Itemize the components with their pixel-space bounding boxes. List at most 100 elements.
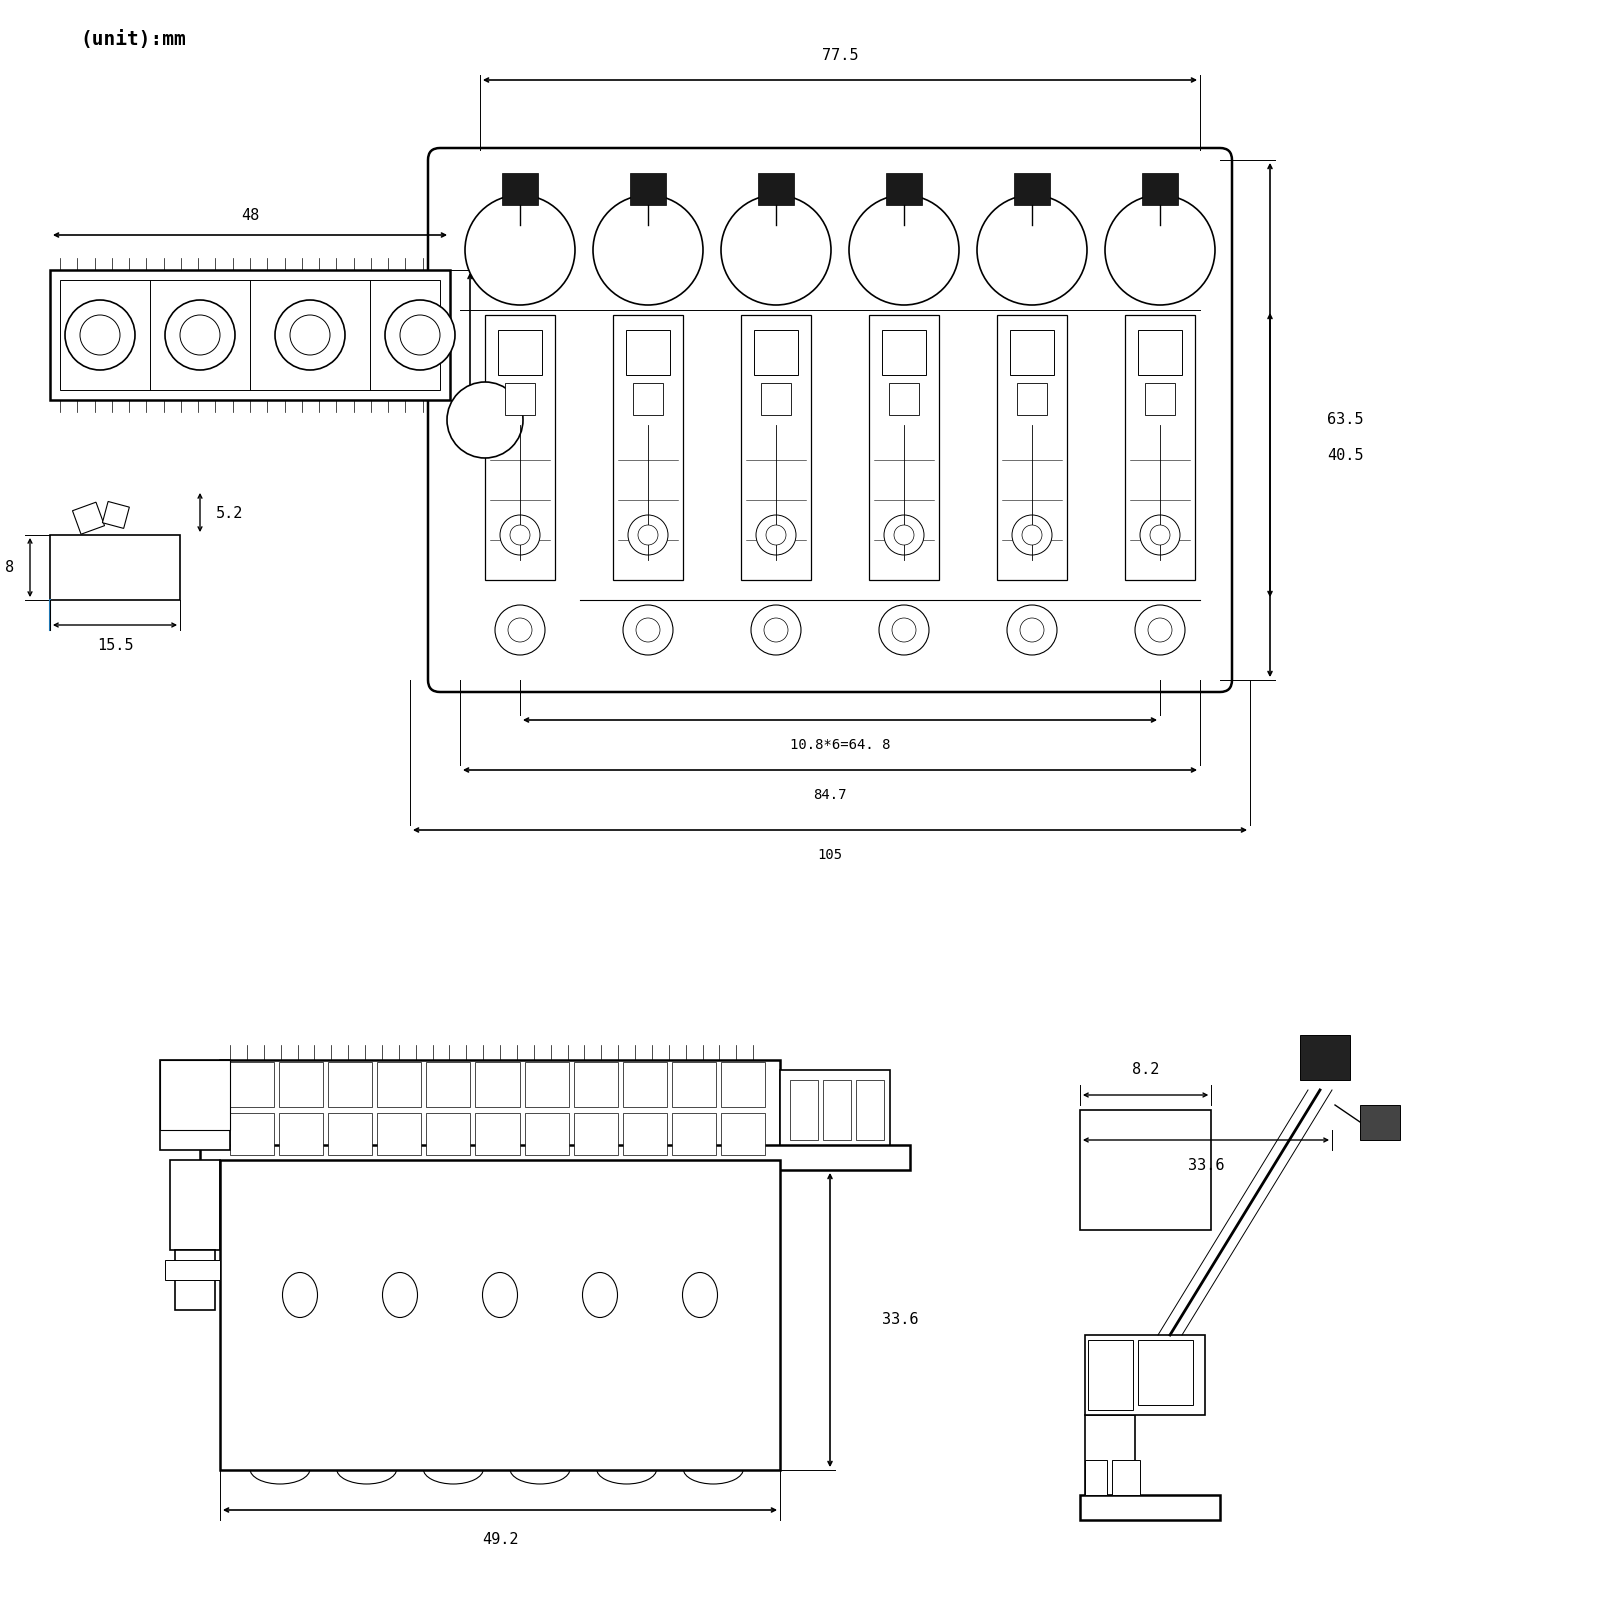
- Bar: [630, 173, 666, 205]
- Text: 77.5: 77.5: [822, 48, 858, 62]
- Circle shape: [1021, 618, 1043, 642]
- Circle shape: [878, 605, 930, 654]
- Bar: [426, 1114, 470, 1155]
- Bar: [754, 330, 798, 374]
- Bar: [426, 1062, 470, 1107]
- Circle shape: [883, 515, 925, 555]
- Circle shape: [722, 195, 830, 306]
- Circle shape: [1006, 605, 1058, 654]
- Bar: [672, 1114, 715, 1155]
- Text: M9: M9: [189, 1090, 202, 1101]
- Bar: [378, 1114, 421, 1155]
- Text: 5.2: 5.2: [216, 506, 243, 520]
- Bar: [869, 315, 939, 579]
- Circle shape: [1150, 525, 1170, 546]
- Text: (unit):mm: (unit):mm: [80, 30, 186, 50]
- Bar: [622, 1062, 667, 1107]
- Bar: [890, 382, 918, 414]
- Circle shape: [446, 382, 523, 458]
- Bar: [1010, 330, 1054, 374]
- Bar: [1125, 315, 1195, 579]
- Bar: [722, 1062, 765, 1107]
- Circle shape: [594, 195, 702, 306]
- Bar: [822, 1080, 851, 1139]
- Bar: [672, 1062, 715, 1107]
- Text: 8: 8: [5, 560, 14, 574]
- Text: 15.5: 15.5: [502, 328, 538, 342]
- Bar: [1138, 1341, 1194, 1405]
- Bar: [997, 315, 1067, 579]
- Circle shape: [627, 515, 669, 555]
- Bar: [221, 1059, 781, 1160]
- Circle shape: [466, 195, 574, 306]
- Circle shape: [750, 605, 802, 654]
- Text: 15.5: 15.5: [96, 637, 133, 653]
- Circle shape: [757, 515, 797, 555]
- Circle shape: [275, 301, 346, 370]
- Circle shape: [1139, 515, 1181, 555]
- Bar: [525, 1062, 568, 1107]
- Bar: [613, 315, 683, 579]
- Text: 8.2: 8.2: [1131, 1062, 1160, 1077]
- Circle shape: [765, 618, 787, 642]
- Circle shape: [622, 605, 674, 654]
- Bar: [741, 315, 811, 579]
- Circle shape: [766, 525, 786, 546]
- Circle shape: [638, 525, 658, 546]
- Bar: [165, 1261, 221, 1280]
- Ellipse shape: [483, 1272, 517, 1317]
- Bar: [1146, 382, 1174, 414]
- Bar: [634, 382, 662, 414]
- Bar: [170, 1160, 221, 1250]
- Circle shape: [1106, 195, 1214, 306]
- Text: 33.6: 33.6: [1187, 1157, 1224, 1173]
- Bar: [1085, 1334, 1205, 1414]
- Bar: [278, 1062, 323, 1107]
- Bar: [160, 1059, 230, 1150]
- Bar: [790, 1080, 818, 1139]
- Text: 10.8*6=64. 8: 10.8*6=64. 8: [790, 738, 890, 752]
- Text: 63.5: 63.5: [1326, 413, 1363, 427]
- Bar: [1112, 1459, 1139, 1494]
- Ellipse shape: [683, 1272, 717, 1317]
- Bar: [1299, 1035, 1350, 1080]
- Circle shape: [386, 301, 454, 370]
- Circle shape: [510, 525, 530, 546]
- Bar: [50, 270, 450, 400]
- Circle shape: [499, 515, 541, 555]
- Circle shape: [290, 315, 330, 355]
- Bar: [50, 534, 179, 600]
- Bar: [502, 173, 538, 205]
- Bar: [102, 501, 130, 528]
- Bar: [882, 330, 926, 374]
- Bar: [328, 1062, 373, 1107]
- Bar: [856, 1080, 883, 1139]
- Bar: [1138, 330, 1182, 374]
- Bar: [722, 1114, 765, 1155]
- Bar: [1085, 1459, 1107, 1494]
- Bar: [525, 1114, 568, 1155]
- Bar: [1085, 1414, 1134, 1494]
- Bar: [1088, 1341, 1133, 1410]
- Circle shape: [850, 195, 958, 306]
- Bar: [230, 1114, 274, 1155]
- Bar: [378, 1062, 421, 1107]
- Bar: [781, 1070, 890, 1150]
- Bar: [1080, 1110, 1211, 1230]
- Text: 48: 48: [242, 208, 259, 222]
- Bar: [328, 1114, 373, 1155]
- Bar: [626, 330, 670, 374]
- Circle shape: [893, 618, 915, 642]
- Bar: [498, 330, 542, 374]
- Circle shape: [494, 605, 546, 654]
- Circle shape: [894, 525, 914, 546]
- Bar: [574, 1114, 618, 1155]
- Bar: [622, 1114, 667, 1155]
- Circle shape: [66, 301, 134, 370]
- Bar: [762, 382, 790, 414]
- Bar: [160, 1059, 230, 1130]
- Bar: [174, 1250, 214, 1310]
- Circle shape: [179, 315, 221, 355]
- Bar: [1360, 1106, 1400, 1139]
- Text: 33.6: 33.6: [882, 1312, 918, 1328]
